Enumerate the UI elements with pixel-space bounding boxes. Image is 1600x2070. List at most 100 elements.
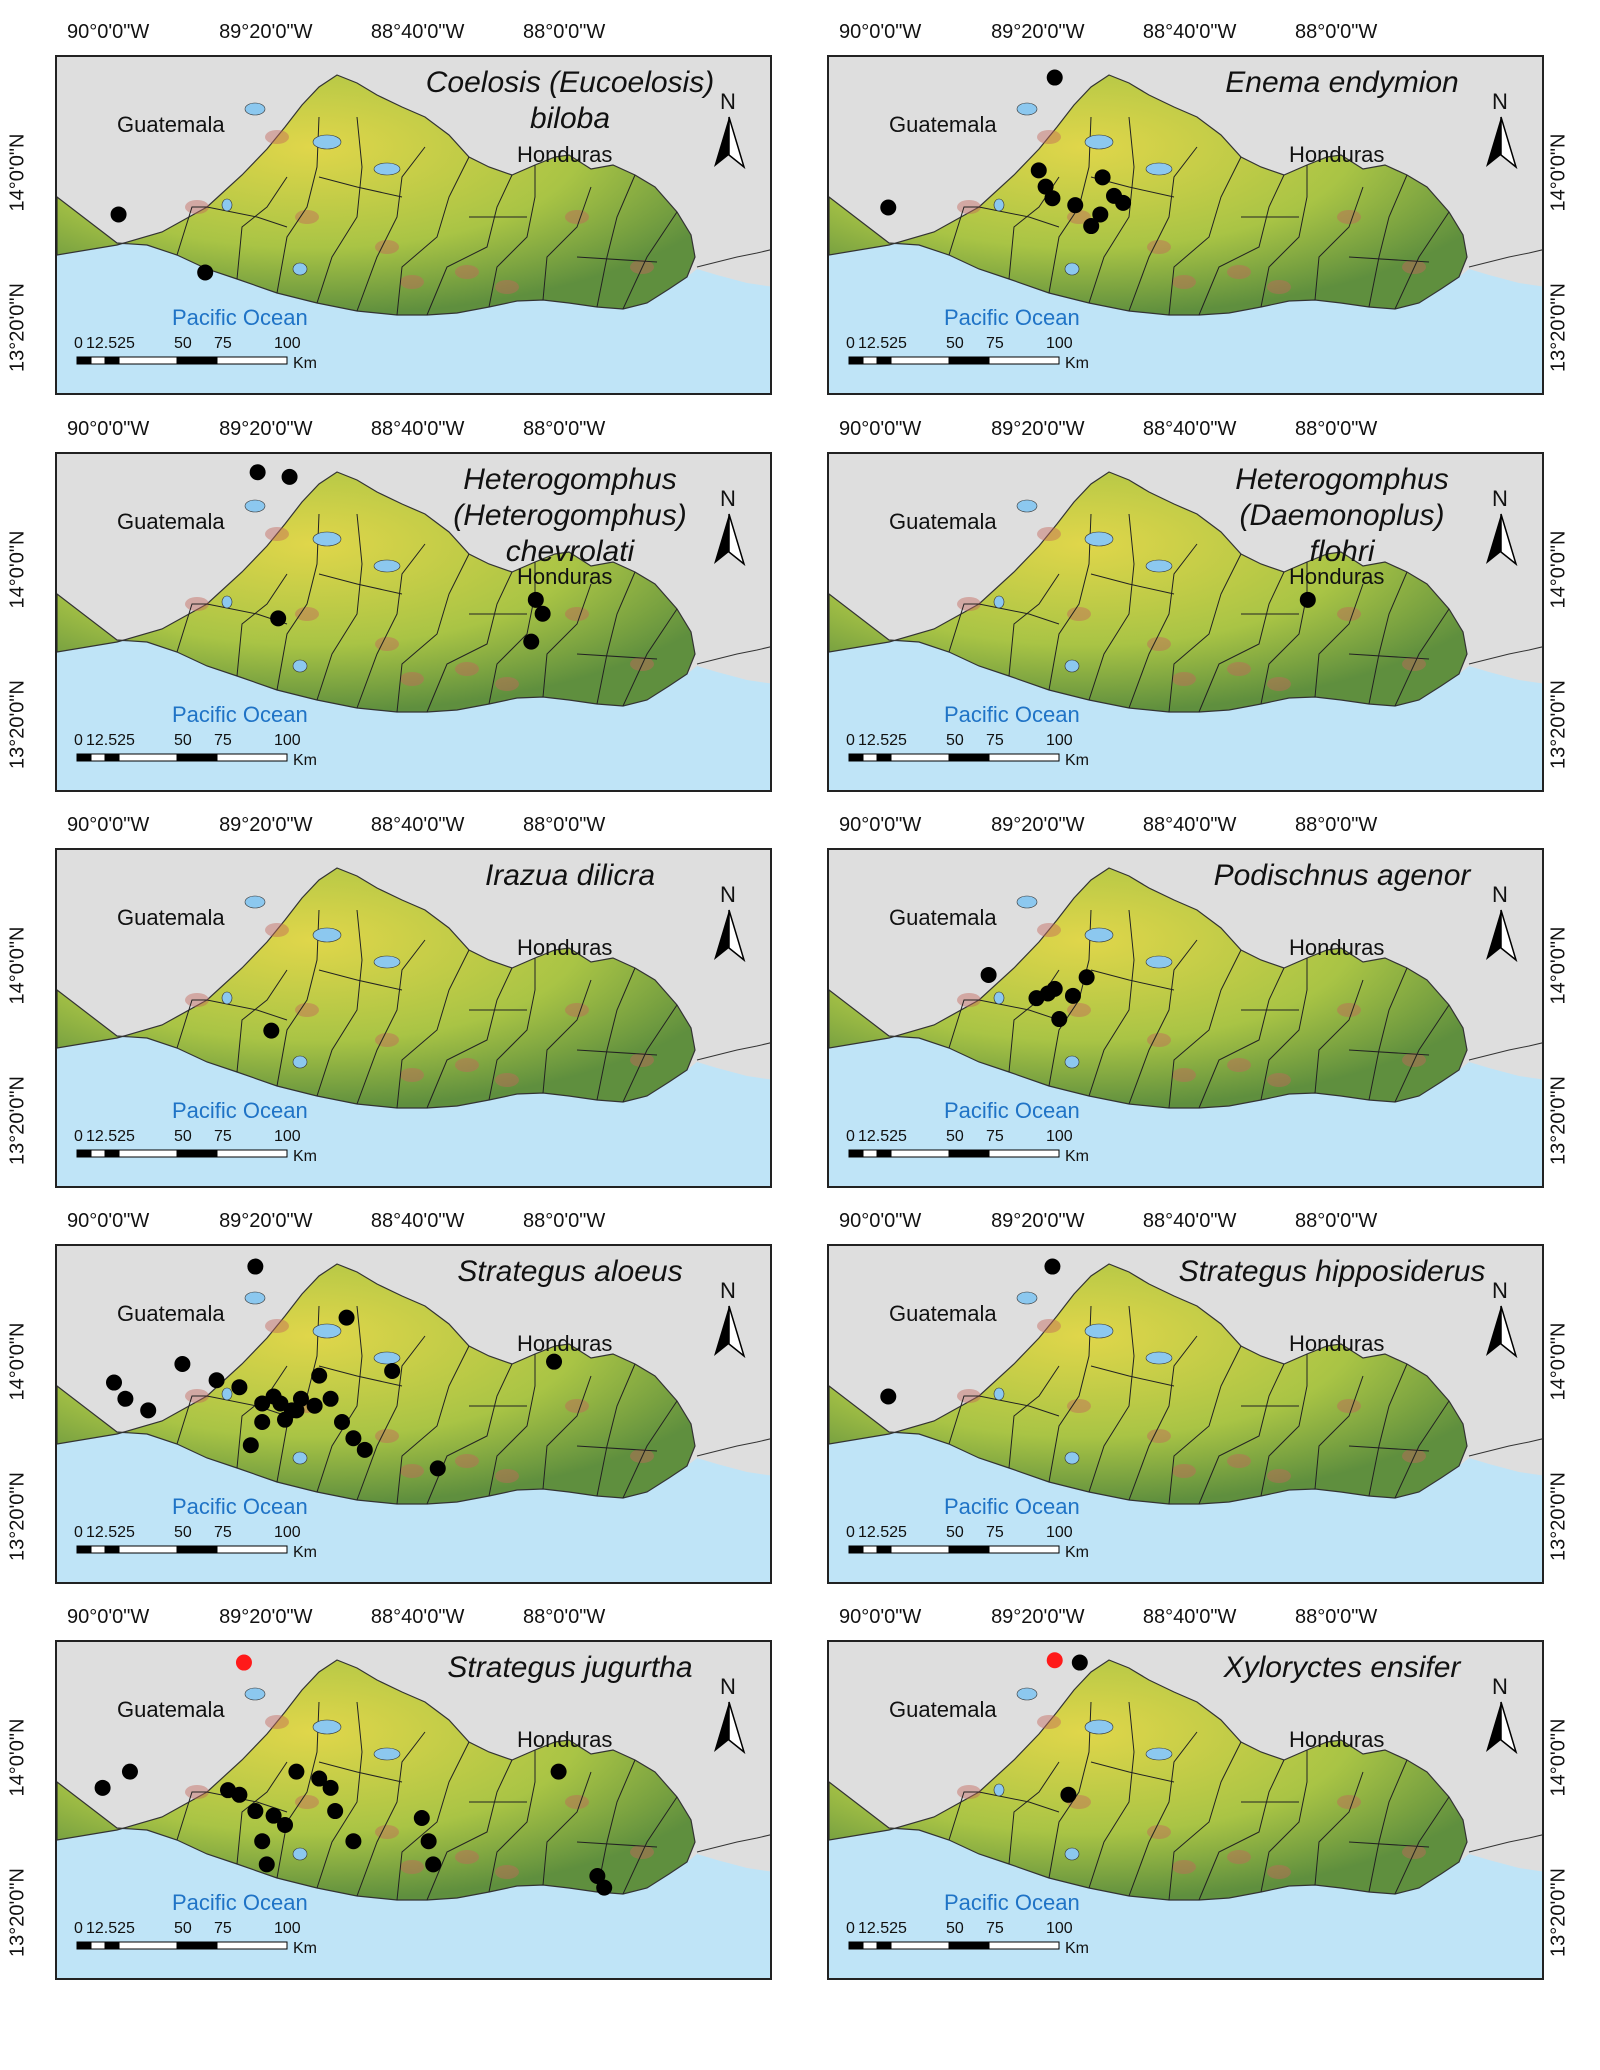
- department-border-5-8: [1314, 979, 1364, 1094]
- scale-bar-segment-3-0: [848, 753, 864, 762]
- record-point-8-15: [413, 1810, 430, 1826]
- volcano-peak-1-1: [1037, 130, 1061, 144]
- record-point-6-3: [117, 1390, 134, 1407]
- longitude-label-8-2: 88°40'0"W: [370, 1606, 465, 1628]
- latitude-label-9-1: 13°20'0"N: [1547, 1867, 1570, 1957]
- department-border-0-2: [276, 116, 320, 294]
- volcano-peak-8-5: [455, 1850, 479, 1864]
- department-border-1-0: [948, 206, 979, 256]
- department-border-1-7: [1260, 165, 1308, 308]
- scale-tick-label-7-2: 50: [946, 1524, 964, 1541]
- scale-bar-segment-8-0: [76, 1941, 92, 1950]
- department-border-3-8: [1314, 583, 1364, 698]
- scale-bar-segment-2-2: [104, 753, 120, 762]
- longitude-label-2-2: 88°40'0"W: [370, 418, 465, 440]
- scale-tick-label-4-1: 12.525: [86, 1128, 135, 1145]
- longitude-label-3-0: 90°0'0"W: [839, 418, 922, 440]
- scale-bar-segment-3-4: [948, 753, 990, 762]
- north-arrow-right-6: [728, 1305, 746, 1359]
- longitude-label-7-2: 88°40'0"W: [1142, 1210, 1237, 1232]
- department-border-4-0: [176, 999, 207, 1049]
- country-label-honduras-5: Honduras: [1289, 935, 1385, 960]
- department-border-4-4: [356, 939, 426, 1105]
- latitude-label-5-1: 13°20'0"N: [1547, 1075, 1570, 1165]
- scale-bar-segment-7-0: [848, 1545, 864, 1554]
- scale-bar-segment-5-5: [988, 1149, 1060, 1158]
- scale-bar-segment-0-3: [118, 356, 178, 365]
- lake-6-1: [312, 1323, 342, 1339]
- lake-2-4: [244, 499, 266, 513]
- department-border-4-2: [276, 909, 320, 1087]
- volcano-peak-5-4: [1172, 1068, 1196, 1082]
- department-border-8-12: [318, 1761, 403, 1783]
- country-label-guatemala-3: Guatemala: [889, 509, 997, 534]
- record-point-1-6: [1092, 206, 1109, 223]
- volcano-peak-3-6: [1267, 677, 1291, 691]
- scale-tick-label-4-2: 50: [174, 1128, 192, 1145]
- volcano-peak-3-5: [1227, 662, 1251, 676]
- department-border-6-8: [542, 1375, 592, 1490]
- species-title-line-0-1: biloba: [529, 102, 611, 135]
- department-border-7-11: [978, 1395, 1060, 1417]
- longitude-label-2-3: 88°0'0"W: [523, 418, 606, 440]
- north-label-1: N: [1492, 89, 1508, 114]
- longitude-label-5-2: 88°40'0"W: [1142, 814, 1237, 836]
- lake-1-4: [1016, 102, 1038, 116]
- record-point-1-4: [1067, 197, 1084, 214]
- scale-bar-segment-0-5: [216, 356, 288, 365]
- department-border-7-4: [1128, 1335, 1198, 1501]
- longitude-label-2-1: 89°20'0"W: [219, 418, 313, 440]
- record-point-6-23: [384, 1362, 401, 1379]
- scale-tick-label-5-4: 100: [1046, 1128, 1073, 1145]
- species-title-7: Strategus hipposiderus: [1152, 1254, 1512, 1290]
- species-title-4: Irazua dilicra: [420, 858, 720, 894]
- longitude-label-1-3: 88°0'0"W: [1295, 21, 1378, 43]
- department-border-8-2: [276, 1701, 320, 1879]
- lake-5-4: [1016, 895, 1038, 909]
- record-point-6-24: [429, 1460, 446, 1477]
- department-border-1-11: [978, 206, 1060, 228]
- longitude-label-0-2: 88°40'0"W: [370, 21, 465, 43]
- department-border-5-0: [948, 999, 979, 1049]
- longitude-label-5-1: 89°20'0"W: [991, 814, 1085, 836]
- record-point-5-5: [1078, 969, 1095, 986]
- lake-7-2: [1145, 1351, 1173, 1365]
- record-point-6-18: [242, 1437, 259, 1454]
- volcano-peak-2-4: [400, 672, 424, 686]
- map-canvas-2: [57, 454, 770, 790]
- latitude-label-6-0: 14°0'0"N: [6, 1322, 29, 1401]
- department-border-1-5: [1168, 156, 1242, 316]
- north-label-6: N: [720, 1278, 736, 1303]
- scale-bar-segment-4-0: [76, 1149, 92, 1158]
- longitude-label-3-2: 88°40'0"W: [1142, 418, 1237, 440]
- volcano-peak-3-2: [1067, 607, 1091, 621]
- department-border-5-12: [1090, 969, 1175, 991]
- volcano-peak-8-4: [400, 1860, 424, 1874]
- record-point-1-1: [1030, 162, 1047, 179]
- latitude-label-8-1: 13°20'0"N: [6, 1867, 29, 1957]
- record-point-8-7: [277, 1816, 293, 1833]
- volcano-peak-8-6: [495, 1865, 519, 1879]
- el-salvador-land-2: [57, 471, 696, 713]
- gulf-coast-0: [696, 249, 770, 268]
- department-border-3-3: [1088, 513, 1135, 701]
- department-border-6-0: [176, 1395, 207, 1445]
- north-arrow-right-4: [728, 909, 746, 963]
- lake-5-2: [1145, 955, 1173, 969]
- record-point-8-1: [121, 1763, 138, 1780]
- scale-bar-segment-5-3: [890, 1149, 950, 1158]
- lake-8-4: [244, 1687, 266, 1701]
- volcano-peak-6-3: [375, 1429, 399, 1443]
- department-border-1-3: [1088, 116, 1135, 304]
- longitude-label-1-0: 90°0'0"W: [839, 21, 922, 43]
- scale-unit-0: Km: [293, 355, 317, 372]
- department-border-2-10: [622, 608, 678, 707]
- volcano-peak-7-7: [1337, 1399, 1361, 1413]
- species-title-5: Podischnus agenor: [1192, 858, 1492, 894]
- ocean-area-5: [829, 1000, 1542, 1186]
- department-border-4-11: [206, 999, 288, 1021]
- department-border-0-14: [576, 256, 658, 263]
- department-border-7-6: [1198, 1363, 1285, 1505]
- record-point-6-21: [356, 1441, 373, 1458]
- record-point-8-0: [235, 1654, 252, 1671]
